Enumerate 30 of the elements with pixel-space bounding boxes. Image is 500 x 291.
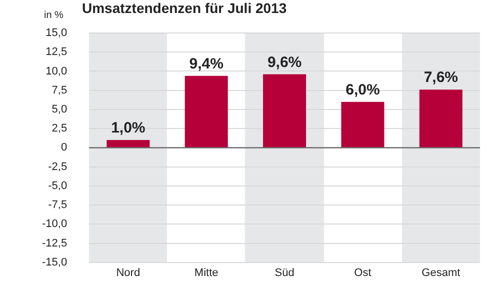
y-tick-label: -15,0 [42, 256, 68, 268]
y-tick-label: 10,0 [46, 65, 68, 78]
y-tick-label: -5,0 [48, 180, 68, 192]
y-tick-label: 0 [60, 142, 68, 154]
bar [263, 74, 306, 148]
data-label: 9,4% [189, 55, 224, 72]
data-label: 7,6% [424, 69, 458, 86]
y-tick-label: 12,5 [46, 46, 68, 58]
y-tick-label: -10,0 [42, 218, 68, 230]
x-tick-label: Gesamt [422, 267, 460, 280]
data-label: 6,0% [346, 81, 380, 98]
y-tick-label: 15,0 [46, 27, 68, 40]
x-tick-label: Nord [116, 267, 140, 280]
y-tick-label: 2,5 [52, 122, 68, 135]
x-tick-label: Ost [354, 267, 372, 280]
data-label: 9,6% [267, 54, 302, 71]
y-tick-label: -12,5 [42, 237, 68, 250]
y-tick-label: 5,0 [52, 104, 68, 116]
bar [106, 140, 150, 148]
bar [341, 102, 384, 148]
y-tick-label: -2,5 [48, 160, 68, 173]
x-tick-label: Süd [274, 267, 294, 280]
y-tick-label: -7,5 [48, 199, 68, 212]
y-axis-title: in % [44, 10, 64, 21]
bar [184, 76, 228, 148]
x-tick-label: Mitte [194, 267, 218, 280]
chart-title: Umsatztendenzen für Juli 2013 [82, 0, 287, 16]
y-tick-label: 7,5 [52, 84, 68, 96]
data-label: 1,0% [111, 120, 146, 137]
bar [419, 90, 462, 148]
